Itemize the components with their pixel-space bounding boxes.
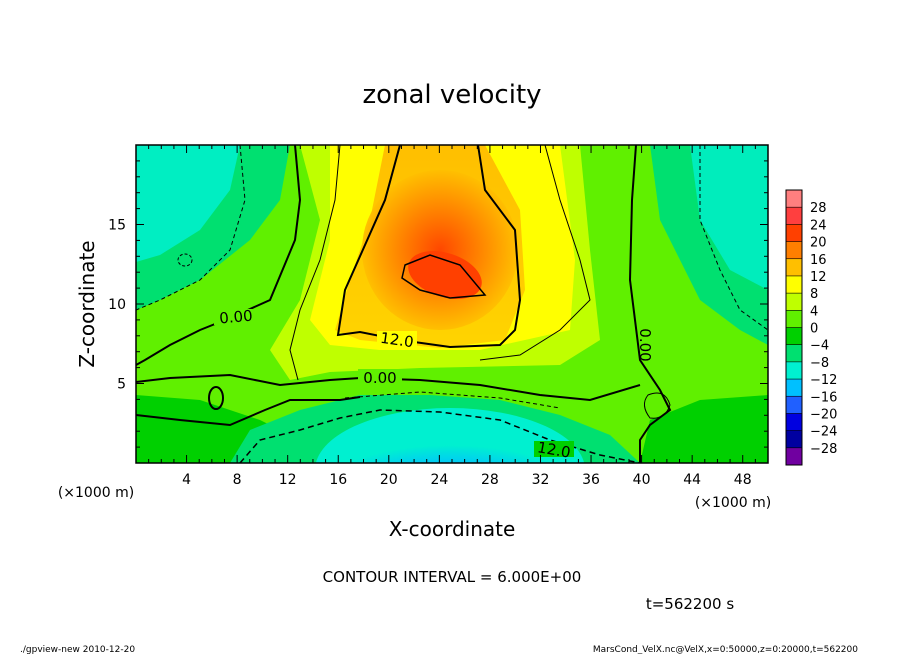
colorbar-swatch [786, 275, 802, 294]
colorbar-label: −28 [810, 442, 837, 457]
colorbar-label: 0 [810, 322, 818, 337]
y-tick-label: 5 [117, 377, 126, 393]
y-axis: 5 10 15 [108, 160, 768, 448]
colorbar-label: −12 [810, 373, 837, 388]
footer-right: MarsCond_VelX.nc@VelX,x=0:50000,z=0:2000… [593, 645, 858, 654]
contour-interval-text: CONTOUR INTERVAL = 6.000E+00 [323, 568, 582, 586]
colorbar-label: 28 [810, 201, 827, 216]
colorbar-swatch [786, 190, 802, 208]
contour-label: 12.0 [536, 438, 572, 462]
colorbar-swatch [786, 396, 802, 414]
colorbar-swatch [786, 413, 802, 432]
heatmap-field [136, 145, 768, 463]
colorbar-label: −20 [810, 407, 837, 422]
contour-label-group: 0.00 12.0 0.00 12.0 0.00 [214, 307, 654, 462]
x-tick-label: 16 [329, 472, 347, 488]
x-axis-label: X-coordinate [389, 517, 516, 541]
colorbar-swatch [786, 327, 802, 346]
x-tick-label: 4 [182, 472, 191, 488]
x-tick-label: 44 [683, 472, 701, 488]
colorbar: 28 24 20 16 12 8 4 0 −4 −8 −12 −16 −20 −24 −28 [785, 189, 837, 466]
x-tick-label: 8 [233, 472, 242, 488]
contour-label: 0.00 [218, 307, 253, 328]
x-unit-right: (×1000 m) [695, 495, 771, 511]
colorbar-swatch [786, 241, 802, 260]
colorbar-label: 16 [810, 253, 827, 268]
colorbar-label: −16 [810, 390, 837, 405]
colorbar-swatch [786, 293, 802, 311]
colorbar-label: 8 [810, 287, 818, 302]
x-axis: 4 8 12 16 20 24 28 32 36 40 44 48 [148, 145, 756, 488]
colorbar-swatch [786, 361, 802, 380]
colorbar-swatch [786, 224, 802, 243]
x-tick-label: 20 [380, 472, 398, 488]
footer-left: ./gpview-new 2010-12-20 [20, 645, 135, 654]
colorbar-label: −24 [810, 425, 837, 440]
x-tick-label: 28 [481, 472, 499, 488]
contour-label: 0.00 [636, 328, 654, 361]
contour-label: 12.0 [379, 329, 415, 351]
y-tick-label: 10 [108, 297, 126, 313]
x-tick-label: 12 [279, 472, 297, 488]
x-tick-label: 24 [430, 472, 448, 488]
colorbar-label: 24 [810, 218, 827, 233]
colorbar-label: 20 [810, 236, 827, 251]
x-unit-left: (×1000 m) [58, 485, 134, 501]
contour-label: 0.00 [363, 369, 396, 387]
y-tick-label: 15 [108, 218, 126, 234]
colorbar-swatch [786, 207, 802, 225]
y-axis-label: Z-coordinate [75, 240, 99, 367]
x-tick-label: 36 [582, 472, 600, 488]
colorbar-label: 4 [810, 304, 818, 319]
colorbar-label: 12 [810, 270, 827, 285]
colorbar-label: −4 [810, 339, 829, 354]
time-label: t=562200 s [646, 595, 734, 613]
colorbar-swatch [786, 447, 802, 466]
colorbar-swatch [786, 258, 802, 277]
x-tick-label: 48 [734, 472, 752, 488]
colorbar-swatch [786, 310, 802, 328]
chart-title: zonal velocity [362, 80, 541, 110]
colorbar-label: −8 [810, 356, 829, 371]
colorbar-swatch [786, 379, 802, 397]
colorbar-swatch [786, 344, 802, 363]
x-tick-label: 32 [532, 472, 550, 488]
x-tick-label: 40 [633, 472, 651, 488]
colorbar-swatch [786, 430, 802, 449]
